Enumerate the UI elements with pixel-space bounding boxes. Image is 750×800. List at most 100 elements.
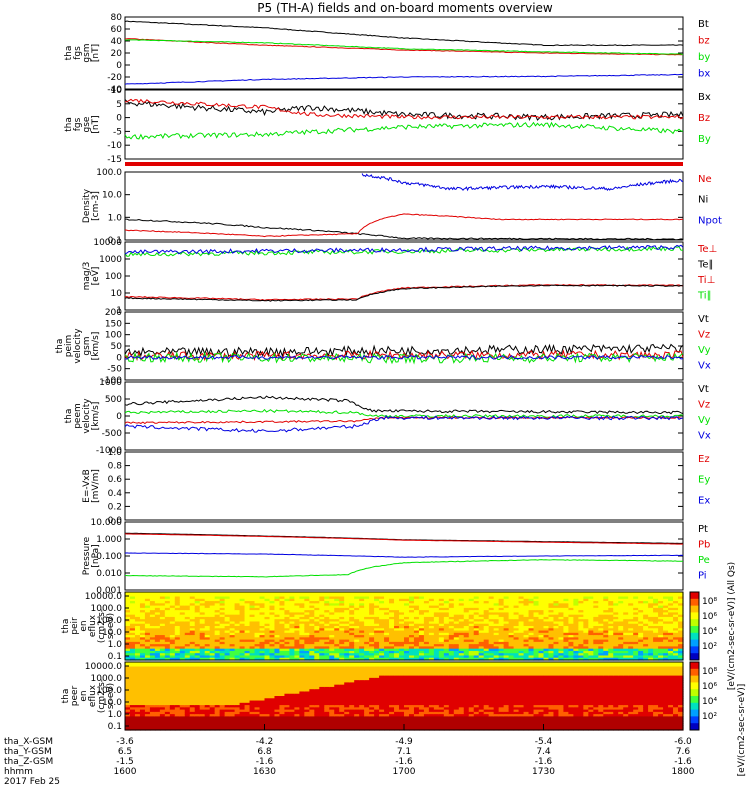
spectrogram-cell [438,639,445,643]
spectrogram-cell [304,725,310,729]
spectrogram-cell [354,626,360,629]
spectrogram-cell [533,623,540,627]
spectrogram-cell [334,614,340,618]
spectrogram-cell [329,632,335,636]
panel-frame [124,171,684,241]
spectrogram-cell [503,605,510,609]
spectrogram-cell [244,655,251,659]
spectrogram-cell [129,623,136,627]
spectrogram-cell [254,686,261,690]
spectrogram-cell [369,646,375,650]
spectrogram-cell [234,709,241,713]
spectrogram-cell [344,662,350,665]
spectrogram-cell [483,635,490,638]
y-tick-label: -500 [102,429,123,439]
spectrogram-cell [583,632,589,636]
spectrogram-cell [399,614,405,618]
spectrogram-cell [418,655,425,659]
spectrogram-cell [663,612,669,616]
spectrogram-cell [249,702,256,706]
spectrogram-cell [259,716,266,720]
spectrogram-cell [254,607,261,611]
spectrogram-cell [493,592,500,595]
spectrogram-cell [613,641,619,645]
spectrogram-cell [199,727,206,731]
spectrogram-cell [149,635,156,638]
spectrogram-cell [144,700,151,704]
spectrogram-cell [294,610,300,613]
spectrogram-cell [219,607,226,611]
spectrogram-cell [453,621,460,625]
spectrogram-cell [279,612,286,616]
spectrogram-cell [428,655,435,659]
spectrogram-cell [249,705,256,708]
spectrogram-cell [309,705,315,708]
spectrogram-cell [244,598,251,602]
spectrogram-cell [134,628,141,632]
legend-entry: Vy [698,415,711,426]
spectrogram-cell [159,628,166,632]
spectrogram-cell [284,709,291,713]
spectrogram-cell [528,641,535,645]
spectrogram-cell [508,598,515,602]
spectrogram-cell [468,623,475,627]
spectrogram-cell [269,666,276,670]
spectrogram-cell [209,675,216,679]
spectrogram-cell [264,641,271,645]
spectrogram-cell [269,700,276,704]
spectrogram-cell [438,598,445,602]
spectrogram-cell [344,619,350,623]
spectrogram-cell [164,657,171,661]
spectrogram-cell [578,619,584,623]
spectrogram-cell [324,610,330,613]
spectrogram-cell [244,619,251,623]
spectrogram-cell [433,619,440,623]
spectrogram-cell [598,616,604,620]
spectrogram-cell [279,686,286,690]
y-tick-label: -40 [107,85,122,95]
spectrogram-cell [513,607,520,611]
spectrogram-cell [244,596,251,600]
spectrogram-cell [269,628,276,632]
spectrogram-cell [309,648,315,652]
spectrogram-cell [404,605,410,609]
spectrogram-cell [324,623,330,627]
spectrogram-cell [633,592,639,595]
spectrogram-cell [319,635,325,638]
spectrogram-cell [339,657,345,661]
spectrogram-cell [349,619,355,623]
spectrogram-cell [653,614,659,618]
spectrogram-cell [289,650,295,654]
spectrogram-cell [658,607,664,611]
y-tick-label: 1.0 [108,213,123,223]
spectrogram-cell [264,623,271,627]
spectrogram-cell [668,592,674,595]
spectrogram-cell [154,673,161,677]
spectrogram-cell [329,603,335,607]
spectrogram-cell [528,648,535,652]
spectrogram-cell [314,716,320,720]
spectrogram-cell [583,657,589,661]
spectrogram-cell [583,650,589,654]
spectrogram-cell [374,610,380,613]
spectrogram-cell [513,596,520,600]
spectrogram-cell [144,657,151,661]
spectrogram-cell [254,648,261,652]
spectrogram-cell [678,601,684,604]
spectrogram-cell [324,601,330,604]
spectrogram-cell [309,594,315,598]
spectrogram-cell [239,592,246,595]
spectrogram-cell [443,605,450,609]
spectrogram-cell [523,619,530,623]
spectrogram-cell [324,592,330,595]
spectrogram-cell [274,648,281,652]
spectrogram-cell [374,655,380,659]
spectrogram-cell [244,630,251,634]
spectrogram-cell [468,616,475,620]
spectrogram-cell [334,673,340,677]
spectrogram-cell [239,707,246,711]
spectrogram-cell [583,639,589,643]
spectrogram-cell [279,693,286,697]
spectrogram-cell [194,646,201,650]
spectrogram-cell [628,623,634,627]
